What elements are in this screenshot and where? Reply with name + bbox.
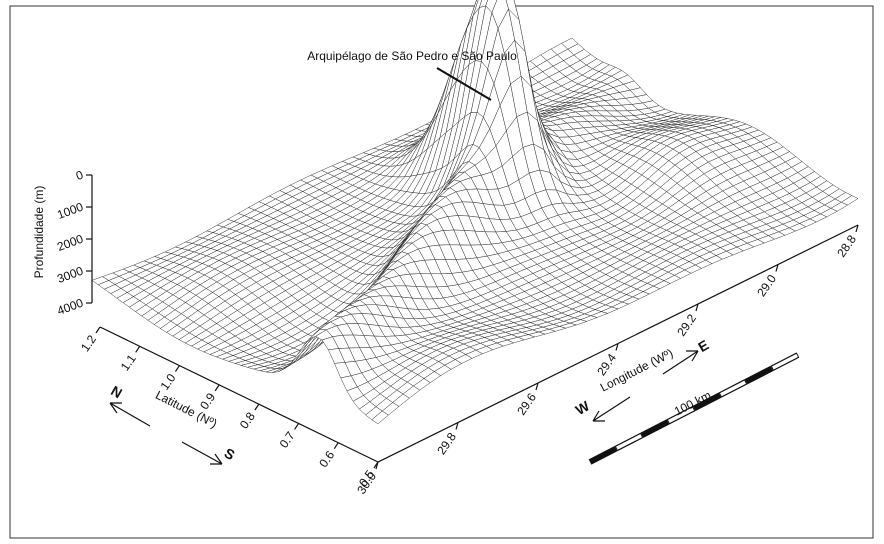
annotation: Arquipélago de São Pedro e São Paulo [307, 49, 517, 63]
z-axis-label: Profundidade (m) [32, 186, 46, 279]
figure: Arquipélago de São Pedro e São Paulo Pro… [0, 0, 884, 544]
